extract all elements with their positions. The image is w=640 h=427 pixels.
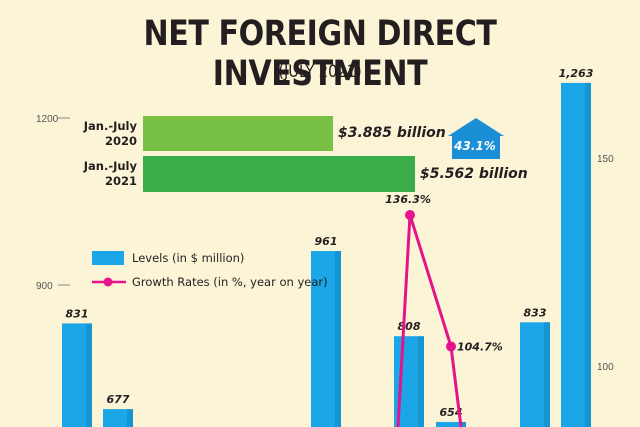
- data-bar-shade: [86, 323, 92, 427]
- comparison-value-2021: $5.562 billion: [420, 166, 528, 182]
- growth-line: [396, 213, 463, 427]
- data-bar: [103, 409, 133, 427]
- growth-up-arrow-icon: [448, 118, 504, 159]
- growth-point-label: 104.7%: [457, 340, 503, 353]
- growth-badge: 43.1%: [454, 139, 496, 153]
- comparison-label-2020-line1: Jan.-July: [83, 119, 137, 133]
- data-bar-shade: [460, 421, 466, 427]
- comparison-label-2020: Jan.-July 2020: [45, 119, 137, 149]
- left-axis-tick-label: 900: [36, 281, 53, 292]
- chart-subtitle: (JULY 2021): [278, 62, 362, 82]
- comparison-label-2021-line1: Jan.-July: [83, 159, 137, 173]
- legend-growth-label: Growth Rates (in %, year on year): [132, 275, 328, 289]
- right-axis-tick-label: 100: [597, 362, 614, 373]
- bar-value-label: 833: [524, 306, 547, 319]
- legend-bar-swatch: [92, 251, 124, 265]
- growth-point-marker: [405, 209, 415, 220]
- data-bar-shade: [335, 251, 341, 427]
- data-bar-shade: [127, 409, 133, 427]
- growth-line-layer: 136.3% 104.7%: [385, 193, 503, 427]
- comparison-label-2020-line2: 2020: [104, 134, 137, 148]
- chart-title: NET FOREIGN DIRECT INVESTMENT: [143, 14, 497, 94]
- bar-value-label: 654: [440, 406, 463, 419]
- data-bar-shade: [544, 322, 550, 427]
- comparison-bar-2021: [143, 156, 415, 192]
- comparison-label-2021: Jan.-July 2021: [45, 159, 137, 189]
- data-bar: [436, 421, 466, 427]
- bar-value-label: 831: [66, 307, 89, 320]
- comparison-value-2020: $3.885 billion: [338, 125, 446, 141]
- legend-layer: [92, 251, 126, 287]
- bars-layer: 831 677 961 808 654 833 1,263: [62, 67, 594, 427]
- axis-layer: 1200 900 150 100: [36, 114, 614, 373]
- comparison-label-2021-line2: 2021: [104, 174, 137, 188]
- growth-point-marker: [446, 341, 456, 352]
- right-axis-tick-label: 150: [597, 154, 614, 165]
- legend-levels-label: Levels (in $ million): [132, 251, 245, 265]
- comparison-bar-2020: [143, 116, 333, 151]
- bar-value-label: 961: [315, 235, 338, 248]
- bar-value-label: 808: [398, 320, 421, 333]
- growth-point-label: 136.3%: [385, 193, 431, 206]
- left-axis-tick-label: 1200: [36, 114, 59, 125]
- comparison-bars-layer: [143, 116, 504, 192]
- bar-value-label: 1,263: [559, 67, 594, 80]
- data-bar-shade: [418, 336, 424, 427]
- data-bar-shade: [585, 82, 591, 427]
- bar-value-label: 677: [107, 393, 130, 406]
- legend-line-marker: [103, 277, 113, 287]
